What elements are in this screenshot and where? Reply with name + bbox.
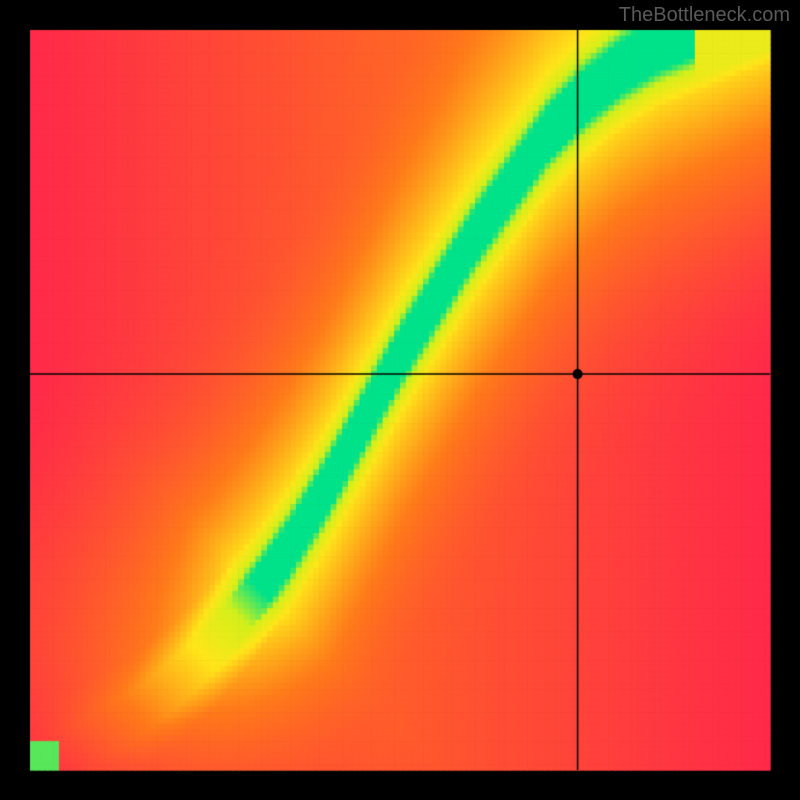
watermark-text: TheBottleneck.com xyxy=(619,4,790,27)
chart-container: TheBottleneck.com xyxy=(0,0,800,800)
bottleneck-heatmap xyxy=(0,0,800,800)
